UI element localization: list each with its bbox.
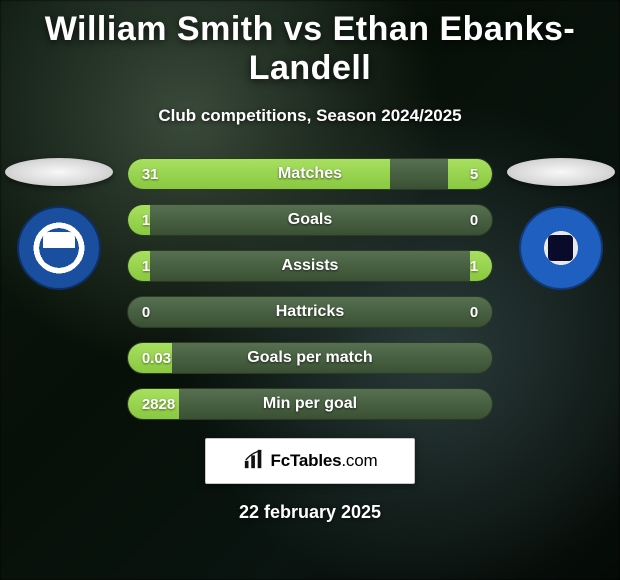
player2-column xyxy=(501,158,620,290)
stat-label: Matches xyxy=(128,165,492,183)
stat-value-right: 0 xyxy=(470,212,478,229)
brand-text: FcTables.com xyxy=(271,451,378,471)
stat-value-right: 1 xyxy=(470,258,478,275)
comparison-panel: 31Matches51Goals01Assists10Hattricks00.0… xyxy=(0,158,620,420)
player1-photo-placeholder xyxy=(5,158,113,186)
stat-row: 1Goals0 xyxy=(127,204,493,236)
fctables-brand: FcTables.com xyxy=(205,438,415,484)
player2-photo-placeholder xyxy=(507,158,615,186)
stat-row: 31Matches5 xyxy=(127,158,493,190)
stat-label: Goals xyxy=(128,211,492,229)
stat-value-right: 0 xyxy=(470,304,478,321)
subtitle: Club competitions, Season 2024/2025 xyxy=(0,106,620,126)
stat-label: Min per goal xyxy=(128,395,492,413)
stat-label: Goals per match xyxy=(128,349,492,367)
brand-tld: .com xyxy=(341,451,377,470)
fc-halifax-town-crest xyxy=(17,206,101,290)
snapshot-date: 22 february 2025 xyxy=(0,502,620,523)
stat-label: Hattricks xyxy=(128,303,492,321)
brand-name: FcTables xyxy=(271,451,342,470)
stat-label: Assists xyxy=(128,257,492,275)
bar-chart-icon xyxy=(243,448,265,475)
stat-row: 1Assists1 xyxy=(127,250,493,282)
page-title: William Smith vs Ethan Ebanks-Landell xyxy=(0,0,620,88)
stat-row: 2828Min per goal xyxy=(127,388,493,420)
player1-column xyxy=(0,158,119,290)
stat-value-right: 5 xyxy=(470,166,478,183)
stat-row: 0Hattricks0 xyxy=(127,296,493,328)
rochdale-afc-crest xyxy=(519,206,603,290)
stat-row: 0.03Goals per match xyxy=(127,342,493,374)
stats-list: 31Matches51Goals01Assists10Hattricks00.0… xyxy=(127,158,493,420)
